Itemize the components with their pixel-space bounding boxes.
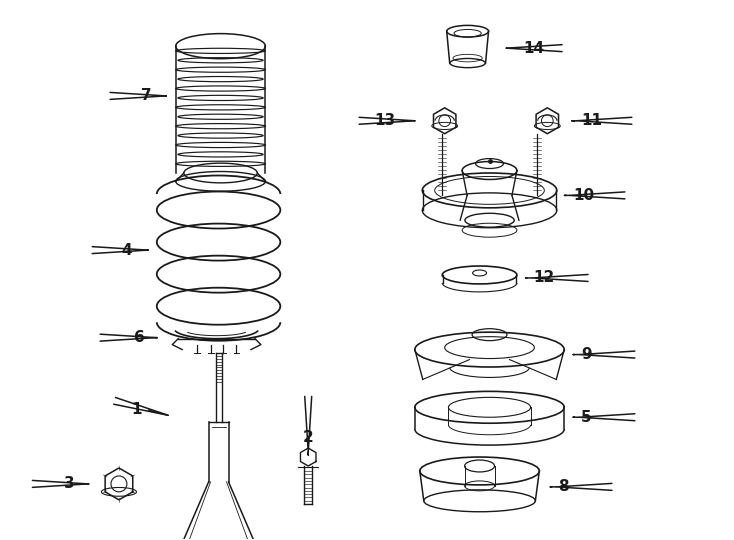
Text: 7: 7 — [141, 89, 152, 103]
Text: 5: 5 — [581, 410, 592, 425]
Text: 12: 12 — [534, 271, 555, 286]
Text: 13: 13 — [375, 113, 396, 129]
Text: 14: 14 — [523, 40, 545, 56]
Text: 3: 3 — [65, 476, 75, 491]
Text: 9: 9 — [581, 347, 592, 362]
Text: 11: 11 — [581, 113, 602, 129]
Text: 2: 2 — [303, 430, 313, 445]
Text: 10: 10 — [573, 188, 595, 203]
Text: 8: 8 — [559, 480, 569, 495]
Text: 4: 4 — [121, 242, 132, 258]
Text: 6: 6 — [134, 330, 145, 345]
Text: 1: 1 — [131, 402, 142, 417]
